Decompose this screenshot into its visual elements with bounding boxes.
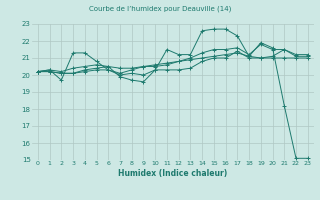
- Text: Courbe de l’humidex pour Deauville (14): Courbe de l’humidex pour Deauville (14): [89, 6, 231, 12]
- X-axis label: Humidex (Indice chaleur): Humidex (Indice chaleur): [118, 169, 228, 178]
